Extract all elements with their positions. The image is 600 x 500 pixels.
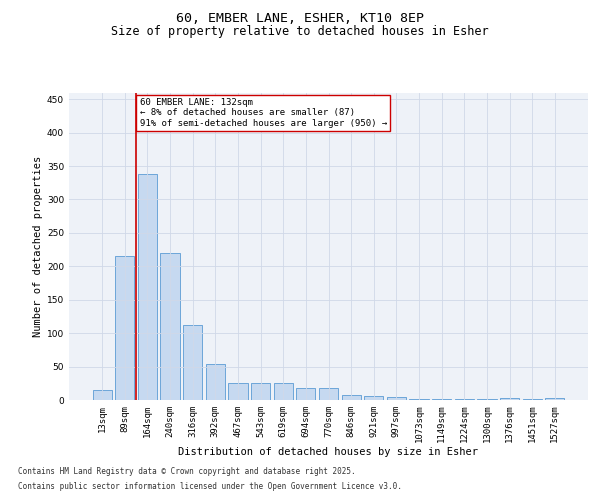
Bar: [115, 256, 134, 400]
Bar: [500, 398, 519, 400]
Bar: [274, 384, 293, 400]
Bar: [387, 396, 406, 400]
Bar: [160, 253, 180, 400]
Text: Contains HM Land Registry data © Crown copyright and database right 2025.: Contains HM Land Registry data © Crown c…: [18, 467, 356, 476]
Bar: [251, 384, 270, 400]
Bar: [206, 364, 225, 400]
Bar: [319, 388, 338, 400]
Bar: [545, 398, 565, 400]
Y-axis label: Number of detached properties: Number of detached properties: [33, 156, 43, 337]
Text: Contains public sector information licensed under the Open Government Licence v3: Contains public sector information licen…: [18, 482, 402, 491]
Text: 60, EMBER LANE, ESHER, KT10 8EP: 60, EMBER LANE, ESHER, KT10 8EP: [176, 12, 424, 26]
Text: Size of property relative to detached houses in Esher: Size of property relative to detached ho…: [111, 25, 489, 38]
Bar: [138, 174, 157, 400]
Bar: [341, 394, 361, 400]
Bar: [229, 382, 248, 400]
Bar: [296, 388, 316, 400]
Bar: [364, 396, 383, 400]
Text: 60 EMBER LANE: 132sqm
← 8% of detached houses are smaller (87)
91% of semi-detac: 60 EMBER LANE: 132sqm ← 8% of detached h…: [140, 98, 387, 128]
Bar: [92, 390, 112, 400]
Bar: [183, 325, 202, 400]
X-axis label: Distribution of detached houses by size in Esher: Distribution of detached houses by size …: [179, 446, 479, 456]
